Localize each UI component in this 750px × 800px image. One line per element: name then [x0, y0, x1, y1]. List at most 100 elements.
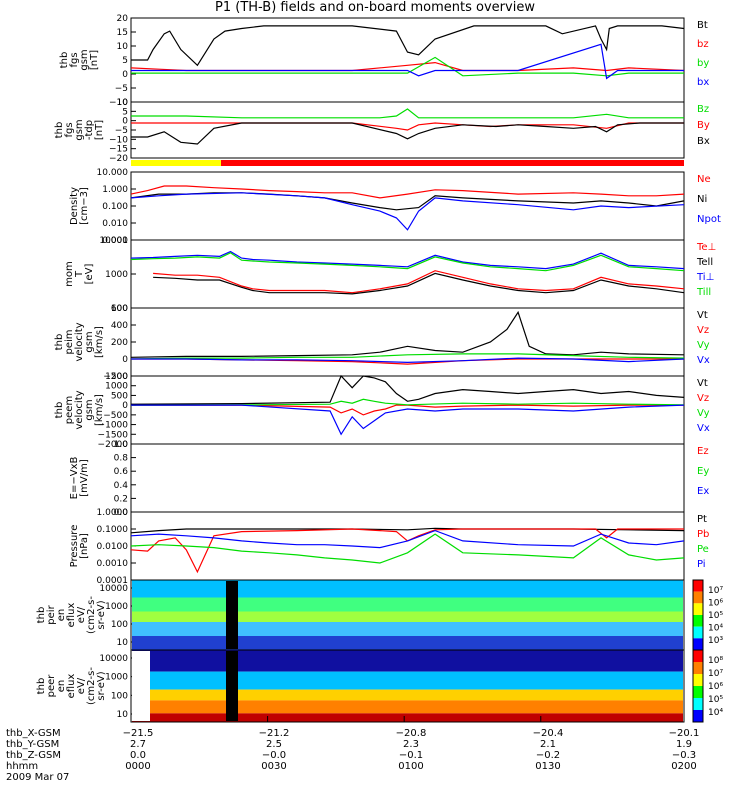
y-tick-label: −1000 [98, 421, 129, 431]
footer-value: −0.0 [261, 750, 287, 761]
colorbar-segment [693, 580, 703, 592]
spectrogram-band [132, 611, 683, 622]
y-tick-label: 10000 [99, 236, 128, 246]
legend-entry: Pi [697, 559, 706, 570]
panel-frame [130, 307, 685, 377]
y-tick-label: −1500 [98, 430, 129, 440]
series-Pb [130, 528, 684, 574]
legend-entry: Vx [697, 355, 710, 366]
y-tick-label: 0.4 [114, 481, 129, 491]
legend-entry: Vz [697, 393, 710, 404]
series-Pe [130, 533, 685, 564]
y-tick-label: 10 [117, 710, 129, 720]
data-gap [226, 581, 238, 649]
colorbar-label: 10⁷ [708, 669, 723, 679]
series-Ne [130, 185, 685, 199]
y-tick-label: 0.0100 [97, 542, 129, 552]
footer-label: thb_Y-GSM [6, 739, 60, 750]
y-axis-label: thb peir en eflux eV/ (cm2-s- sr-eV) [36, 596, 107, 634]
colorbar-segment [693, 591, 703, 604]
series-Vy [130, 353, 685, 360]
data-gap [226, 651, 238, 721]
y-tick-label: 100 [111, 620, 128, 630]
colorbar-label: 10⁶ [708, 599, 723, 609]
y-axis-label: thb fgs gsm -tdp [nT] [54, 119, 105, 141]
panel-p4: 10000 1000 100 [99, 236, 685, 314]
series-bx [131, 43, 684, 80]
y-tick-label: 0.0 [114, 508, 129, 518]
y-tick-label: 0 [122, 70, 128, 80]
y-tick-label: 5 [122, 107, 128, 117]
footer-value: −0.3 [671, 750, 697, 761]
legend-entry: Vy [697, 340, 710, 351]
legend-entry: by [697, 58, 710, 69]
legend-entry: Ez [697, 446, 709, 457]
legend-entry: Vy [697, 408, 710, 419]
y-tick-label: 10 [117, 98, 129, 108]
legend-entry: bz [697, 39, 709, 50]
y-axis-label: E=−VxB [mV/m] [69, 456, 90, 500]
footer-value: −0.1 [398, 750, 424, 761]
footer-label: hhmm [6, 761, 39, 772]
panel-p10: 10000 1000 100 10 10⁸ 10⁷ 10⁶ 10⁵ 10⁴ [99, 649, 723, 723]
colorbar-segment [693, 603, 703, 615]
footer-value: 0200 [671, 761, 697, 772]
y-tick-label: 1.0000 [97, 508, 129, 518]
y-tick-label: 20 [117, 14, 129, 24]
series-Vx [131, 404, 685, 436]
footer-value: 2.1 [540, 739, 556, 750]
mode-bar-red [221, 160, 684, 166]
y-axis-label: thb peim velocity gsm [km/s] [54, 322, 105, 362]
footer-row-z: thb_Z-GSM 0.0 −0.0 −0.1 −0.2 −0.3 [0, 750, 750, 761]
y-tick-label: −2000 [98, 440, 129, 450]
colorbar-label: 10⁵ [708, 611, 723, 621]
legend-entry: Tell [697, 257, 714, 268]
y-tick-label: −500 [103, 411, 128, 421]
panel-frame [130, 443, 685, 513]
y-tick-label: −20 [109, 154, 128, 164]
panel-p7: 1.0 0.8 0.6 0.4 0.2 0.0 [114, 440, 685, 518]
y-tick-label: 0.100 [102, 202, 128, 212]
footer-value: 1.9 [676, 739, 692, 750]
footer-value: 0100 [398, 761, 424, 772]
y-tick-label: 0.1000 [97, 525, 129, 535]
footer-value: −21.2 [258, 728, 290, 739]
y-axis-label: mom T [eV] [64, 261, 95, 287]
y-tick-label: 0.010 [102, 219, 128, 229]
y-tick-label: 1500 [105, 372, 128, 382]
y-tick-label: 0.0010 [97, 559, 129, 569]
y-tick-label: 0 [122, 117, 128, 127]
y-tick-label: 400 [111, 321, 128, 331]
legend-entry: Te⊥ [697, 242, 717, 253]
series-Vt [130, 374, 685, 405]
footer-value: 0130 [535, 761, 561, 772]
panel-frame [130, 17, 685, 103]
legend-entry: Ne [697, 174, 711, 185]
y-tick-label: 1.0 [114, 440, 129, 450]
y-axis-label: thb fgs gsm [nT] [59, 49, 100, 71]
series-Vz [131, 404, 684, 416]
y-tick-label: 10000 [99, 584, 128, 594]
footer-value: −0.2 [535, 750, 561, 761]
series-Pi [130, 529, 685, 549]
y-tick-label: −10 [109, 135, 128, 145]
colorbar-segment [693, 662, 703, 674]
panel-frame [130, 649, 685, 723]
y-tick-label: 10 [117, 638, 129, 648]
y-tick-label: 0.6 [114, 467, 129, 477]
colorbar-segment [693, 710, 703, 722]
colorbar-label: 10⁸ [708, 656, 723, 666]
series-Bz [131, 108, 684, 119]
spectrogram-band [132, 700, 683, 714]
legend-entry: Vx [697, 423, 710, 434]
data-gap [132, 651, 150, 721]
series-Pt [130, 527, 685, 534]
spectrogram-band [132, 597, 683, 612]
panel-p3: 10.000 1.000 0.100 0.010 0.001 [97, 168, 685, 246]
y-tick-label: 600 [111, 304, 128, 314]
spectrogram-band [132, 622, 683, 636]
colorbar-segment [693, 615, 703, 627]
colorbar-segment [693, 650, 703, 662]
footer-label: thb_Z-GSM [6, 750, 61, 761]
series-Bt [131, 25, 685, 67]
